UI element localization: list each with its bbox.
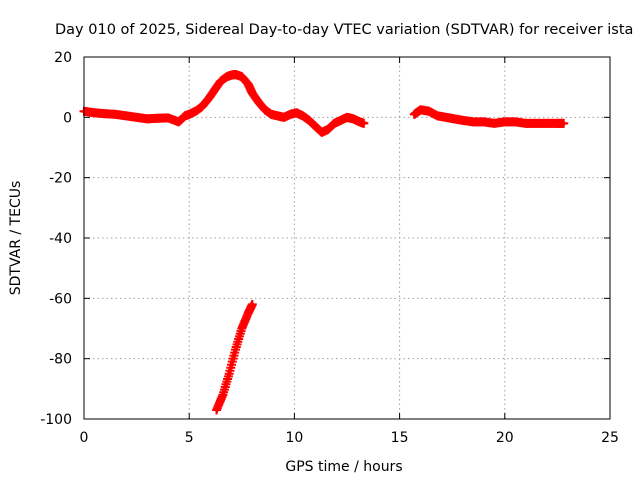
chart-title: Day 010 of 2025, Sidereal Day-to-day VTE… [55, 22, 633, 38]
y-tick-label: -40 [49, 231, 72, 247]
x-tick-label: 5 [185, 430, 194, 446]
x-tick-label: 10 [285, 430, 303, 446]
y-axis-label: SDTVAR / TECUs [8, 181, 24, 296]
data-point [359, 118, 369, 128]
y-tick-label: -60 [49, 291, 72, 307]
grid [84, 57, 610, 419]
x-axis-label: GPS time / hours [285, 459, 402, 475]
data-points [79, 69, 569, 415]
y-tick-label: -20 [49, 171, 72, 187]
x-tick-label: 15 [391, 430, 409, 446]
x-tick-label: 25 [601, 430, 619, 446]
y-axis: -100 -80 -60 -40 -20 0 20 [40, 50, 610, 428]
y-tick-label: 0 [63, 110, 72, 126]
plot-frame [83, 56, 611, 420]
x-tick-label: 0 [80, 430, 89, 446]
data-point [559, 118, 569, 128]
data-point [247, 299, 257, 309]
y-tick-label: -80 [49, 352, 72, 368]
x-tick-label: 20 [496, 430, 514, 446]
x-axis: 0 5 10 15 20 25 [80, 57, 619, 446]
y-tick-label: 20 [54, 50, 72, 66]
y-tick-label: -100 [40, 412, 72, 428]
